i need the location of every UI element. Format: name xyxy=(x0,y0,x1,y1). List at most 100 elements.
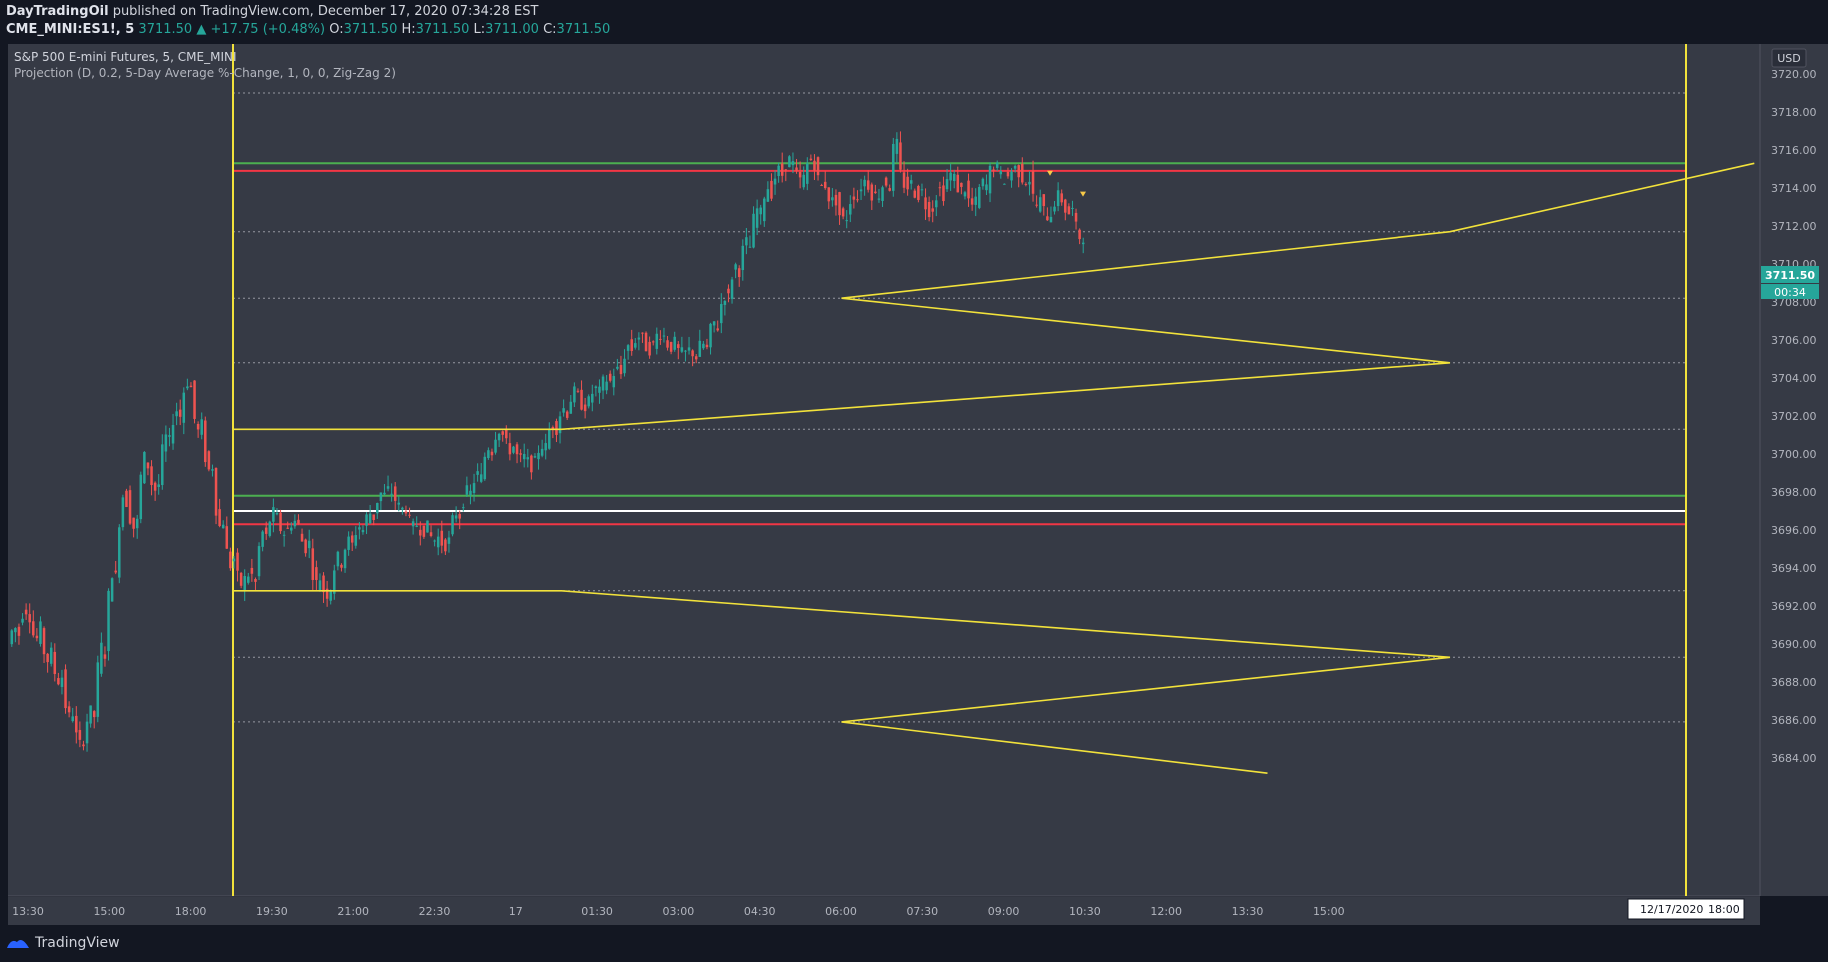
candle-body xyxy=(128,490,132,524)
bar-countdown: 00:34 xyxy=(1774,286,1806,299)
legend-title[interactable]: S&P 500 E-mini Futures, 5, CME_MINI xyxy=(14,50,237,64)
candle-body xyxy=(175,411,178,417)
candle-body xyxy=(838,192,841,216)
y-tick-label: 3718.00 xyxy=(1771,106,1817,119)
candle-body xyxy=(454,515,458,519)
plot-area[interactable] xyxy=(8,44,1760,896)
candle-body xyxy=(383,492,386,495)
candle-body xyxy=(1060,193,1063,203)
candle-body xyxy=(773,178,777,185)
candle-body xyxy=(863,179,866,187)
candle-body xyxy=(956,174,960,193)
candle-body xyxy=(644,332,648,352)
candle-body xyxy=(694,356,698,360)
candle-body xyxy=(336,551,340,567)
candle-body xyxy=(1042,194,1046,207)
candle-body xyxy=(540,448,544,456)
candle-body xyxy=(999,171,1003,175)
candle-body xyxy=(479,474,483,482)
candle-body xyxy=(580,389,583,410)
candle-body xyxy=(849,204,852,215)
y-tick-label: 3702.00 xyxy=(1771,410,1817,423)
candle-body xyxy=(963,192,967,197)
low-value: 3711.00 xyxy=(485,22,539,37)
projection-zigzag-line xyxy=(233,162,1755,431)
x-tick-label: 12:00 xyxy=(1150,905,1182,918)
candle-body xyxy=(723,300,727,305)
candle-body xyxy=(214,467,218,516)
price-chart[interactable]: 3720.003718.003716.003714.003712.003710.… xyxy=(0,44,1828,925)
candle-body xyxy=(322,575,325,593)
candle-body xyxy=(164,434,168,452)
projection-zigzag-line xyxy=(233,589,1451,774)
time-scale[interactable] xyxy=(8,897,1760,925)
candle-body xyxy=(275,513,279,515)
candle-body xyxy=(1017,165,1020,178)
x-tick-label: 19:30 xyxy=(256,905,288,918)
candle-body xyxy=(236,552,239,571)
candle-body xyxy=(279,512,282,532)
candle-body xyxy=(150,466,153,485)
close-value: 3711.50 xyxy=(556,22,611,37)
candle-body xyxy=(823,181,827,189)
candle-body xyxy=(135,518,139,529)
candle-body xyxy=(53,651,57,674)
candle-body xyxy=(673,336,676,350)
candle-body xyxy=(978,187,981,208)
x-tick-label: 10:30 xyxy=(1069,905,1101,918)
candle-body xyxy=(494,439,497,453)
currency-badge[interactable]: USD xyxy=(1771,48,1807,68)
chart-header: DayTradingOil published on TradingView.c… xyxy=(0,0,1828,44)
candle-body xyxy=(748,246,752,248)
candle-body xyxy=(196,423,200,430)
candle-body xyxy=(67,706,71,713)
candle-body xyxy=(368,513,372,524)
candle-body xyxy=(727,288,730,294)
last-price-badge: 3711.50 00:34 xyxy=(1761,266,1819,299)
candle-body xyxy=(662,335,666,337)
signal-triangle-icon xyxy=(1047,170,1053,176)
x-tick-label: 09:00 xyxy=(988,905,1020,918)
candle-body xyxy=(716,328,719,331)
candle-body xyxy=(626,345,630,351)
candle-body xyxy=(497,433,501,441)
candle-body xyxy=(350,535,354,543)
indicator-label[interactable]: Projection (D, 0.2, 5-Day Average %-Chan… xyxy=(14,66,396,80)
symbol-name[interactable]: CME_MINI:ES1!, 5 xyxy=(6,22,135,37)
candle-body xyxy=(813,160,816,171)
x-tick-label: 04:30 xyxy=(744,905,776,918)
price-scale[interactable] xyxy=(1760,44,1828,896)
candle-body xyxy=(995,162,999,168)
candle-body xyxy=(1078,229,1081,240)
publisher-name[interactable]: DayTradingOil xyxy=(6,4,109,19)
candle-body xyxy=(1021,163,1024,183)
x-tick-label: 07:30 xyxy=(906,905,938,918)
candle-body xyxy=(329,590,332,601)
candle-body xyxy=(49,647,53,664)
candle-body xyxy=(895,138,899,154)
x-tick-label: 03:00 xyxy=(663,905,695,918)
candle-body xyxy=(1064,199,1067,213)
x-tick-label: 15:00 xyxy=(93,905,125,918)
candle-body xyxy=(325,588,329,599)
high-label: H: xyxy=(401,22,416,37)
candle-body xyxy=(297,519,300,524)
candle-body xyxy=(419,529,422,536)
candle-body xyxy=(874,191,877,194)
candle-body xyxy=(555,421,558,435)
candle-body xyxy=(221,524,225,529)
candle-body xyxy=(462,507,465,509)
tradingview-brand[interactable]: TradingView xyxy=(6,935,120,951)
candle-body xyxy=(935,200,938,208)
candle-body xyxy=(548,430,551,449)
candle-body xyxy=(157,484,160,488)
candle-body xyxy=(784,169,788,171)
candle-body xyxy=(888,188,891,191)
candle-body xyxy=(533,456,537,458)
candle-body xyxy=(730,279,734,299)
candle-body xyxy=(820,185,823,187)
candle-body xyxy=(601,376,605,391)
candle-body xyxy=(1013,165,1017,169)
candle-body xyxy=(218,509,221,527)
candle-body xyxy=(576,390,580,392)
